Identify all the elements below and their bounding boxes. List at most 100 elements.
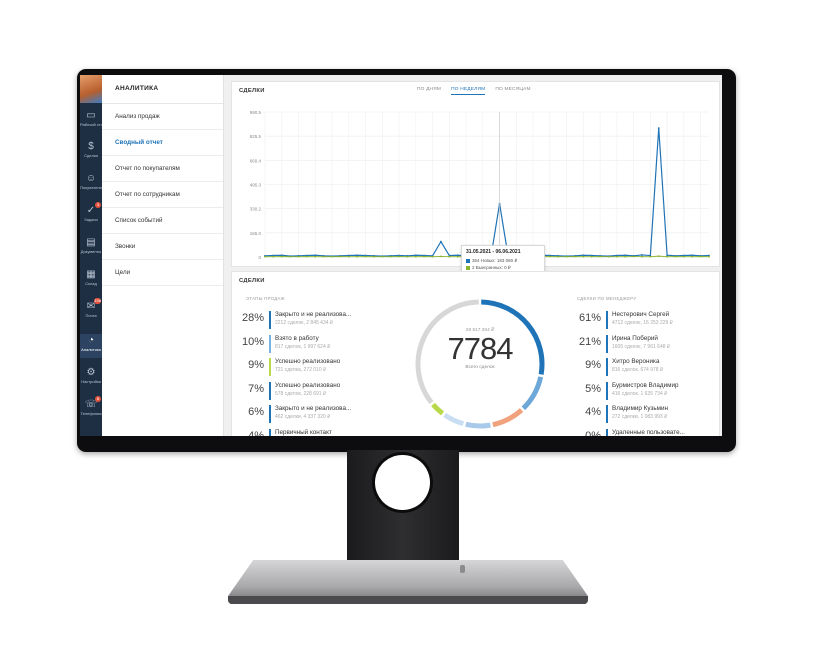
data-point[interactable] — [414, 255, 417, 258]
sidebar-item-customers[interactable]: ☺ Покупатели — [80, 172, 102, 196]
submenu-item-2[interactable]: Отчет по покупателям — [102, 156, 223, 182]
data-point[interactable] — [632, 255, 635, 258]
data-point[interactable] — [607, 255, 610, 258]
donut-slice-1[interactable] — [521, 376, 544, 411]
sidebar-item-analytics[interactable]: ◔ Аналитика — [80, 334, 102, 358]
data-point[interactable] — [314, 255, 317, 258]
chart-card-title: СДЕЛКИ — [239, 88, 265, 94]
donut-slice-2[interactable] — [492, 408, 524, 428]
data-point[interactable] — [280, 254, 283, 257]
data-point[interactable] — [356, 255, 359, 258]
data-point[interactable] — [280, 255, 283, 258]
sidebar-item-label: Покупатели — [80, 185, 102, 190]
donut-slice-5[interactable] — [431, 402, 445, 416]
data-point[interactable] — [448, 255, 451, 258]
sidebar-item-tasks[interactable]: ✓ Задачи 3 — [80, 202, 102, 228]
data-point[interactable] — [691, 254, 694, 257]
data-point[interactable] — [331, 255, 333, 258]
y-tick-label: 165.0 — [250, 231, 262, 236]
data-point[interactable] — [347, 255, 350, 258]
data-point[interactable] — [590, 255, 593, 258]
stand-button — [460, 565, 465, 573]
data-point[interactable] — [406, 255, 409, 258]
stand-cable-hole — [375, 455, 430, 510]
data-point[interactable] — [691, 255, 694, 258]
data-point[interactable] — [666, 255, 669, 258]
data-point[interactable] — [339, 255, 342, 258]
data-point[interactable] — [322, 255, 325, 258]
data-point[interactable] — [666, 254, 669, 257]
data-point[interactable] — [699, 255, 702, 258]
data-point[interactable] — [708, 255, 710, 258]
data-point[interactable] — [456, 255, 459, 258]
sidebar-item-label: Склад — [85, 281, 97, 286]
donut-slice-4[interactable] — [443, 412, 465, 427]
period-tab-2[interactable]: ПО МЕСЯЦАМ — [495, 87, 531, 92]
data-point[interactable] — [657, 255, 660, 258]
row-name: Взято в работу — [275, 334, 319, 342]
avatar[interactable] — [80, 75, 102, 103]
submenu-item-5[interactable]: Звонки — [102, 234, 223, 260]
data-point[interactable] — [674, 255, 677, 258]
data-point[interactable] — [297, 255, 300, 258]
data-point[interactable] — [264, 255, 266, 258]
donut-total-count: 7784 — [447, 331, 514, 366]
data-point[interactable] — [456, 254, 459, 257]
data-point[interactable] — [373, 255, 375, 258]
icon-rail: ▭Рабочий стол $Сделки ☺Покупатели ✓Задачи 3 ▤… — [80, 75, 102, 436]
sidebar-item-desktop[interactable]: ▭Рабочий стол — [80, 109, 102, 133]
data-point[interactable] — [389, 255, 392, 258]
row-subtitle: 416 сделок, 1 635 734 ₽ — [612, 390, 668, 397]
notification-badge: 196 — [94, 298, 101, 304]
sidebar-item-mail[interactable]: ✉ Почта 196 — [80, 298, 102, 324]
data-point[interactable] — [649, 255, 652, 258]
sidebar-item-phone[interactable]: ☏ Телефония 8 — [80, 396, 102, 422]
data-point[interactable] — [305, 255, 308, 258]
sidebar-item-settings[interactable]: ⚙ Настройки — [80, 366, 102, 390]
donut-slice-6[interactable] — [415, 299, 479, 405]
data-point[interactable] — [272, 255, 275, 258]
submenu-item-0[interactable]: Анализ продаж — [102, 104, 223, 130]
data-point[interactable] — [440, 240, 442, 243]
data-point[interactable] — [624, 255, 627, 258]
data-point[interactable] — [574, 255, 576, 258]
data-point[interactable] — [440, 255, 442, 258]
row-name: Закрыто и не реализова... — [275, 311, 352, 318]
donut-slice-3[interactable] — [465, 421, 491, 429]
data-point[interactable] — [624, 254, 627, 257]
submenu-item-3[interactable]: Отчет по сотрудникам — [102, 182, 223, 208]
data-point[interactable] — [431, 255, 434, 258]
data-point[interactable] — [615, 255, 618, 258]
data-point[interactable] — [582, 255, 585, 258]
data-point[interactable] — [657, 127, 660, 130]
row-color-bar — [606, 311, 608, 329]
submenu-item-4[interactable]: Список событий — [102, 208, 223, 234]
sidebar-item-deals[interactable]: $ Сделки — [80, 140, 102, 164]
data-point[interactable] — [414, 254, 417, 257]
sidebar-item-documents[interactable]: ▤ Документы — [80, 236, 102, 260]
data-point[interactable] — [314, 254, 317, 257]
submenu-item-6[interactable]: Цели — [102, 260, 223, 286]
data-point[interactable] — [599, 255, 601, 258]
data-point[interactable] — [381, 255, 384, 258]
data-point[interactable] — [582, 254, 585, 257]
data-point[interactable] — [289, 255, 292, 258]
deals-icon: $ — [88, 141, 94, 152]
row-subtitle: 2212 сделок, 2 845 434 ₽ — [275, 320, 334, 326]
data-point[interactable] — [641, 255, 643, 258]
data-point[interactable] — [548, 255, 551, 258]
data-point[interactable] — [682, 255, 685, 258]
donut-slice-0[interactable] — [481, 299, 545, 375]
period-tab-0[interactable]: ПО ДНЯМ — [417, 87, 442, 92]
data-point[interactable] — [364, 255, 367, 258]
data-point[interactable] — [641, 254, 643, 256]
data-point[interactable] — [356, 254, 359, 257]
data-point[interactable] — [423, 255, 426, 258]
row-subtitle: 816 сделок, 674 978 ₽ — [612, 367, 664, 373]
period-tab-1[interactable]: ПО НЕДЕЛЯМ — [451, 87, 486, 95]
data-point[interactable] — [398, 255, 400, 258]
data-point[interactable] — [565, 255, 568, 258]
sidebar-item-warehouse[interactable]: ▦ Склад — [80, 268, 102, 292]
data-point[interactable] — [557, 255, 560, 258]
submenu-item-1[interactable]: Сводный отчет — [102, 130, 223, 156]
